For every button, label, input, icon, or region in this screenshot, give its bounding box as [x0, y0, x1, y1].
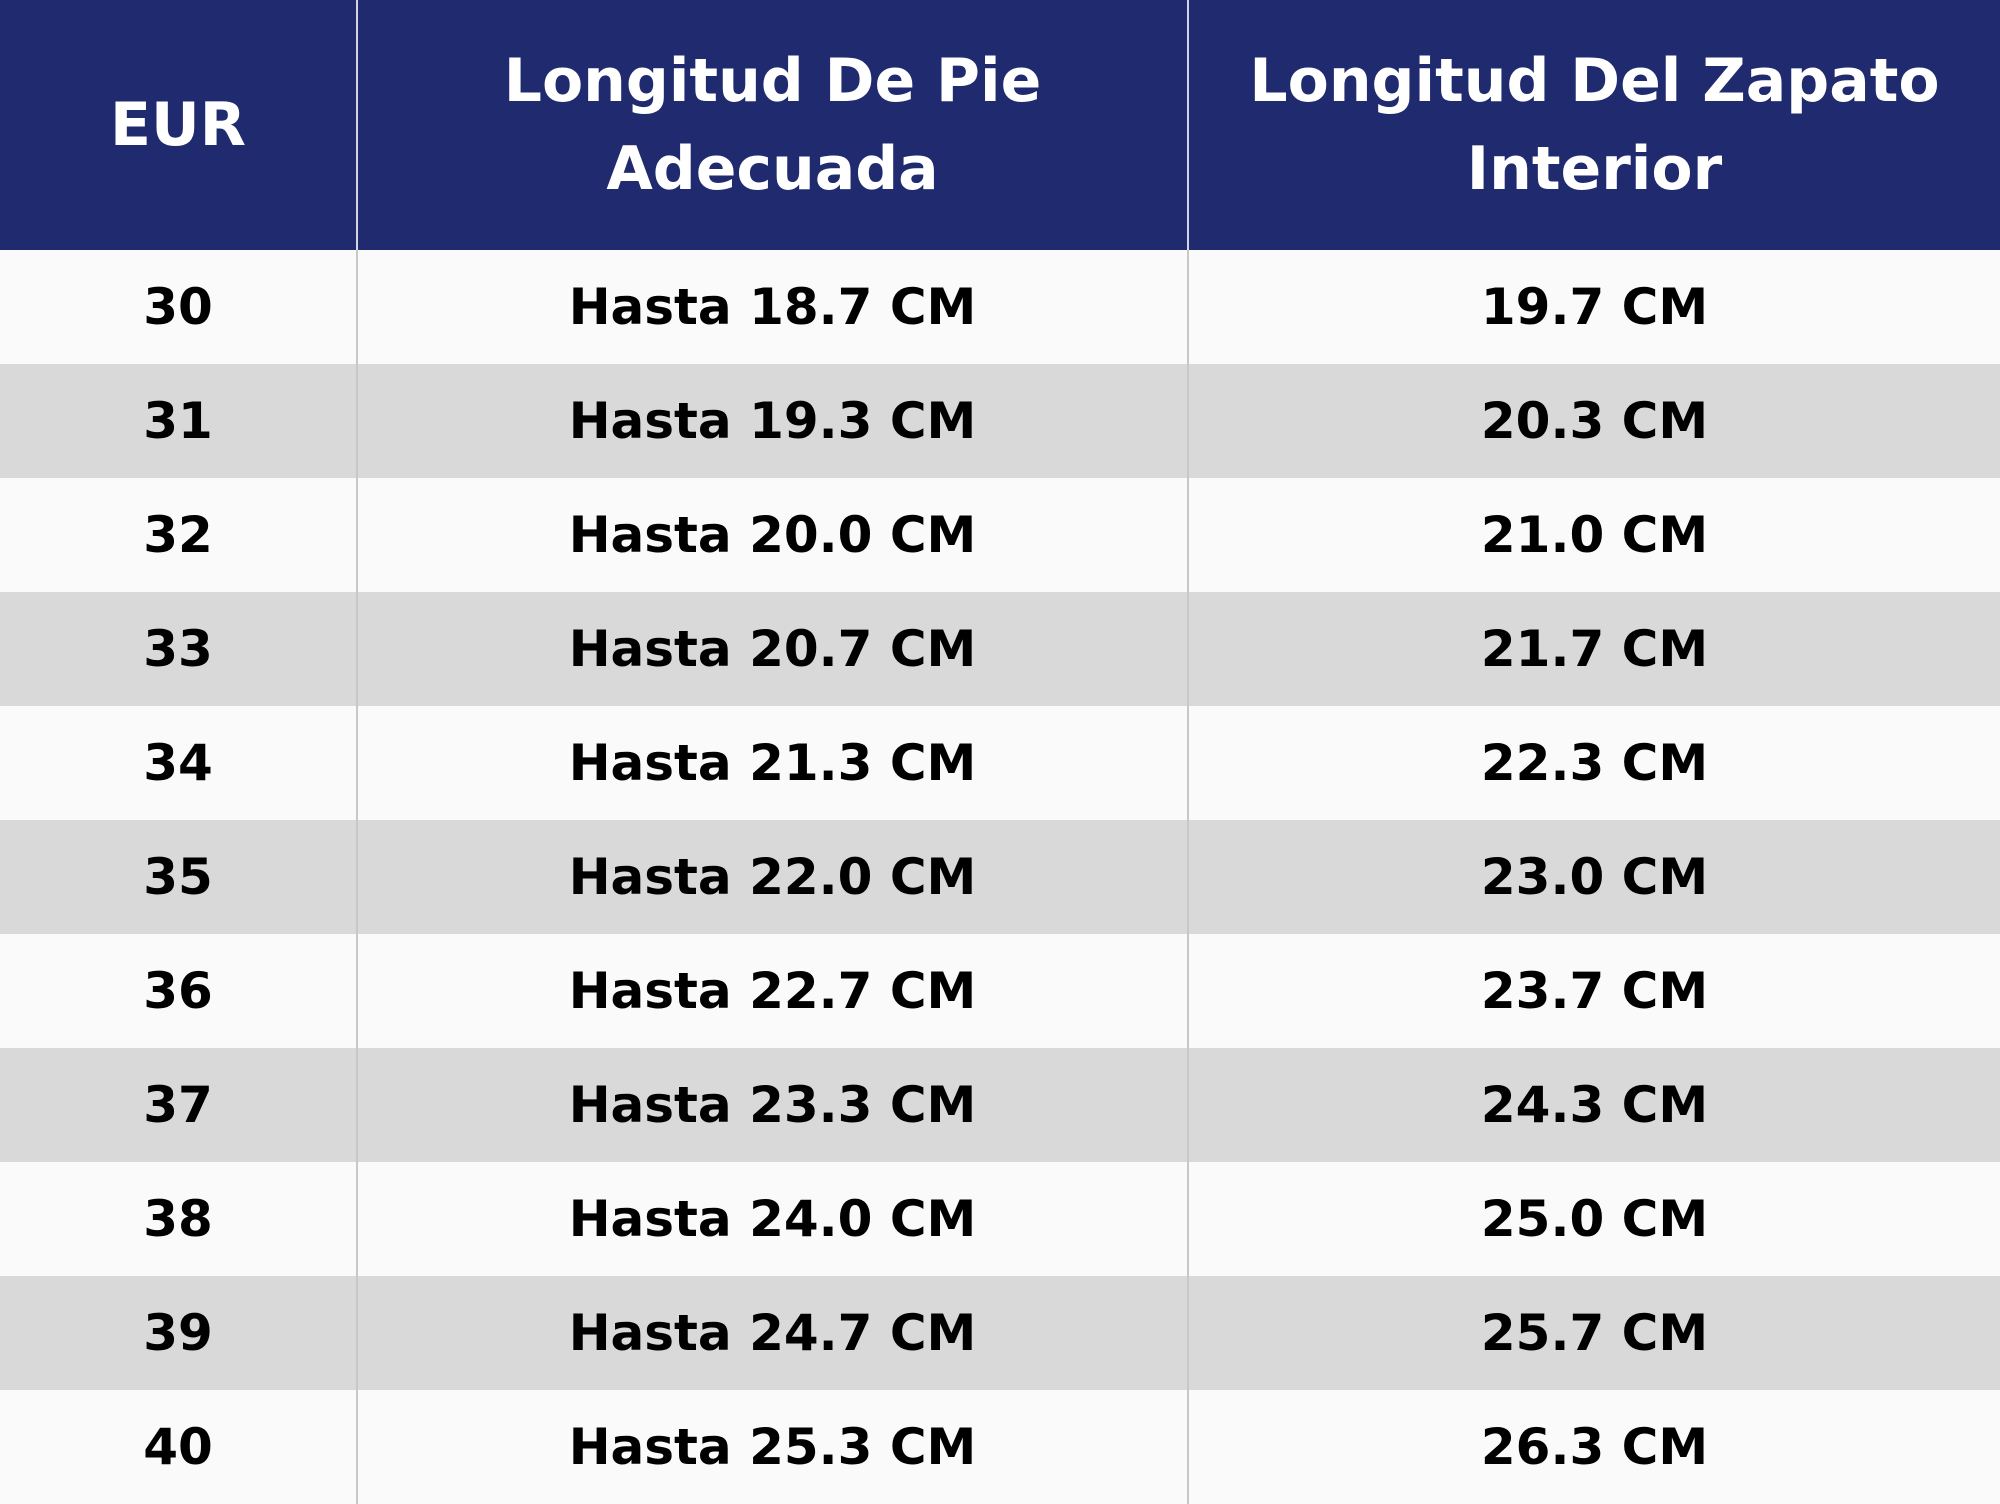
- table-row: 32 Hasta 20.0 CM 21.0 CM: [0, 478, 2000, 592]
- table-cell: 19.7 CM: [1188, 250, 2000, 364]
- table-cell: 25.0 CM: [1188, 1162, 2000, 1276]
- table-row: 38 Hasta 24.0 CM 25.0 CM: [0, 1162, 2000, 1276]
- table-cell: 34: [0, 706, 358, 820]
- table-cell: 40: [0, 1390, 358, 1504]
- table-row: 34 Hasta 21.3 CM 22.3 CM: [0, 706, 2000, 820]
- table-cell: 24.3 CM: [1188, 1048, 2000, 1162]
- table-cell: 36: [0, 934, 358, 1048]
- table-cell: 26.3 CM: [1188, 1390, 2000, 1504]
- table-cell: 37: [0, 1048, 358, 1162]
- table-cell: Hasta 18.7 CM: [357, 250, 1189, 364]
- table-cell: 33: [0, 592, 358, 706]
- table-cell: Hasta 20.0 CM: [357, 478, 1189, 592]
- table-cell: Hasta 24.7 CM: [357, 1276, 1189, 1390]
- table-row: 30 Hasta 18.7 CM 19.7 CM: [0, 250, 2000, 364]
- table-cell: 38: [0, 1162, 358, 1276]
- table-row: 36 Hasta 22.7 CM 23.7 CM: [0, 934, 2000, 1048]
- table-cell: 35: [0, 820, 358, 934]
- table-cell: 21.7 CM: [1188, 592, 2000, 706]
- table-body: 30 Hasta 18.7 CM 19.7 CM 31 Hasta 19.3 CM 20.…: [0, 250, 2000, 1504]
- table-row: 40 Hasta 25.3 CM 26.3 CM: [0, 1390, 2000, 1504]
- table-cell: Hasta 20.7 CM: [357, 592, 1189, 706]
- table-cell: 25.7 CM: [1188, 1276, 2000, 1390]
- table-cell: Hasta 21.3 CM: [357, 706, 1189, 820]
- header-cell: EUR: [0, 0, 358, 250]
- table-row: 31 Hasta 19.3 CM 20.3 CM: [0, 364, 2000, 478]
- table-row: 39 Hasta 24.7 CM 25.7 CM: [0, 1276, 2000, 1390]
- table-row: 33 Hasta 20.7 CM 21.7 CM: [0, 592, 2000, 706]
- header-cell: Longitud De Pie Adecuada: [357, 0, 1189, 250]
- table-cell: 32: [0, 478, 358, 592]
- header-cell: Longitud Del Zapato Interior: [1188, 0, 2000, 250]
- table-cell: 20.3 CM: [1188, 364, 2000, 478]
- table-cell: Hasta 25.3 CM: [357, 1390, 1189, 1504]
- header-row: EUR Longitud De Pie Adecuada Longitud Del …: [0, 0, 2000, 250]
- table-cell: Hasta 23.3 CM: [357, 1048, 1189, 1162]
- table-cell: Hasta 24.0 CM: [357, 1162, 1189, 1276]
- table-cell: 31: [0, 364, 358, 478]
- table-cell: Hasta 19.3 CM: [357, 364, 1189, 478]
- table-cell: 30: [0, 250, 358, 364]
- table-cell: 23.0 CM: [1188, 820, 2000, 934]
- table-cell: Hasta 22.0 CM: [357, 820, 1189, 934]
- table-cell: 22.3 CM: [1188, 706, 2000, 820]
- table-row: 37 Hasta 23.3 CM 24.3 CM: [0, 1048, 2000, 1162]
- table-cell: Hasta 22.7 CM: [357, 934, 1189, 1048]
- table-cell: 23.7 CM: [1188, 934, 2000, 1048]
- table-cell: 21.0 CM: [1188, 478, 2000, 592]
- table-cell: 39: [0, 1276, 358, 1390]
- table-row: 35 Hasta 22.0 CM 23.0 CM: [0, 820, 2000, 934]
